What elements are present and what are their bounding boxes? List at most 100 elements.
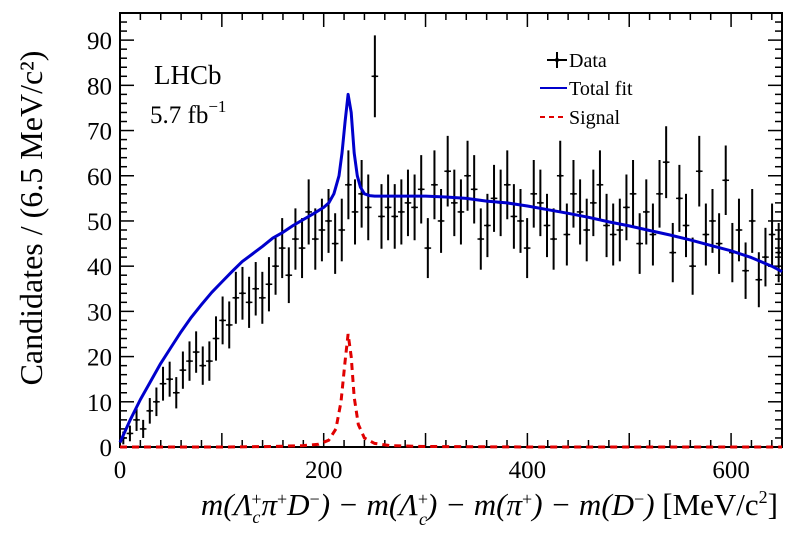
data-point — [503, 150, 511, 220]
data-marker — [651, 233, 655, 237]
data-marker — [565, 233, 569, 237]
data-point — [265, 257, 273, 312]
data-marker — [485, 223, 489, 227]
data-point — [742, 242, 749, 299]
data-point — [311, 208, 319, 270]
data-marker — [247, 300, 251, 304]
legend: Data Total fit Signal — [540, 50, 633, 129]
data-marker — [691, 264, 695, 268]
legend-data-marker — [555, 58, 559, 62]
data-point — [159, 366, 167, 401]
data-marker — [505, 183, 509, 187]
data-marker — [214, 337, 218, 340]
data-marker — [406, 201, 410, 205]
y-tick-label: 70 — [87, 119, 112, 146]
data-point — [709, 188, 716, 253]
x-tick-labels: 0 200 400 600 — [114, 457, 750, 484]
luminosity-exponent: −1 — [208, 97, 226, 116]
data-point — [417, 155, 425, 224]
data-marker — [466, 174, 470, 178]
data-marker — [618, 228, 622, 232]
data-marker — [658, 192, 662, 196]
x-tick-label: 400 — [509, 457, 547, 484]
data-marker — [479, 237, 483, 241]
data-point — [345, 150, 352, 220]
data-point — [371, 35, 379, 118]
data-point — [444, 135, 451, 207]
fit-curves — [118, 92, 783, 449]
data-marker — [194, 350, 198, 354]
data-point — [305, 179, 312, 245]
data-marker — [446, 169, 450, 173]
data-points — [120, 35, 782, 445]
data-point — [451, 169, 458, 237]
data-point — [649, 203, 657, 266]
data-point — [748, 188, 756, 253]
data-point — [570, 160, 577, 228]
data-marker — [439, 219, 443, 223]
data-marker — [472, 187, 476, 191]
data-point — [398, 179, 405, 245]
data-marker — [624, 205, 628, 209]
data-point — [768, 203, 776, 266]
data-marker — [373, 74, 377, 78]
data-marker — [538, 201, 542, 205]
data-point — [735, 198, 743, 262]
y-tick-labels: 0 10 20 30 40 50 60 70 80 90 — [87, 28, 112, 462]
y-tick-label: 0 — [100, 435, 113, 462]
data-point — [338, 198, 346, 262]
data-marker — [571, 192, 575, 196]
x-tick-label: 0 — [114, 457, 127, 484]
data-point — [576, 179, 584, 245]
data-marker — [201, 364, 205, 368]
data-point — [590, 169, 597, 237]
data-point — [457, 179, 465, 245]
data-point — [424, 218, 432, 279]
data-point — [126, 425, 134, 442]
data-marker — [287, 273, 291, 277]
data-point — [378, 184, 385, 249]
y-tick-label: 80 — [87, 73, 112, 100]
data-marker — [519, 219, 523, 223]
data-point — [179, 351, 187, 389]
y-axis-label: Candidates / (6.5 MeV/c²) — [13, 51, 49, 386]
data-marker — [452, 201, 456, 205]
data-point — [603, 193, 610, 258]
data-point — [523, 218, 531, 279]
data-point — [484, 193, 491, 258]
data-point — [715, 213, 723, 274]
data-marker — [757, 278, 761, 282]
y-tick-label: 10 — [87, 390, 112, 417]
data-marker — [492, 196, 496, 200]
data-point — [431, 150, 438, 220]
data-marker — [432, 183, 436, 187]
data-marker — [174, 391, 178, 395]
data-point — [172, 377, 180, 409]
data-marker — [393, 214, 397, 218]
data-marker — [598, 183, 602, 187]
data-marker — [333, 242, 337, 246]
data-point — [682, 193, 690, 258]
data-marker — [459, 210, 463, 214]
data-point — [292, 208, 299, 270]
data-point — [437, 188, 445, 253]
data-point — [331, 213, 339, 274]
data-marker — [366, 205, 370, 209]
data-marker — [525, 246, 529, 250]
data-marker — [512, 214, 516, 218]
data-point — [510, 184, 518, 249]
data-marker — [207, 359, 211, 363]
data-marker — [763, 255, 767, 259]
data-marker — [135, 418, 139, 422]
data-point — [404, 169, 412, 237]
data-marker — [737, 228, 741, 232]
data-point — [192, 331, 200, 373]
data-point — [298, 218, 306, 279]
x-tick-label: 200 — [305, 457, 343, 484]
data-marker — [346, 183, 350, 187]
data-point — [556, 140, 564, 211]
data-point — [636, 213, 643, 274]
data-point — [206, 341, 213, 381]
data-marker — [320, 228, 324, 232]
data-point — [543, 193, 551, 258]
